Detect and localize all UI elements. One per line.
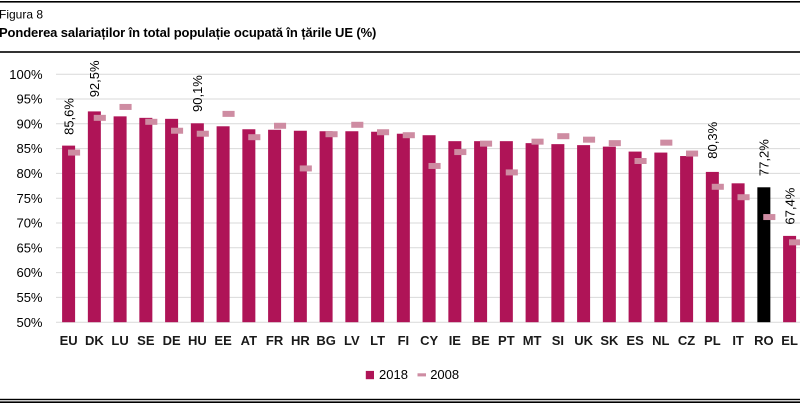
svg-text:2018: 2018 bbox=[379, 367, 408, 382]
svg-text:PL: PL bbox=[704, 333, 721, 348]
svg-text:LT: LT bbox=[370, 333, 385, 348]
svg-text:55%: 55% bbox=[16, 290, 42, 305]
svg-text:HR: HR bbox=[291, 333, 310, 348]
svg-text:LU: LU bbox=[111, 333, 128, 348]
svg-text:70%: 70% bbox=[16, 216, 42, 231]
svg-text:90,1%: 90,1% bbox=[190, 75, 205, 112]
svg-text:ES: ES bbox=[626, 333, 644, 348]
svg-text:NL: NL bbox=[652, 333, 669, 348]
svg-text:UK: UK bbox=[574, 333, 593, 348]
svg-text:100%: 100% bbox=[9, 67, 43, 82]
svg-text:75%: 75% bbox=[16, 191, 42, 206]
svg-text:77,2%: 77,2% bbox=[757, 139, 772, 176]
svg-text:FR: FR bbox=[266, 333, 284, 348]
svg-text:DK: DK bbox=[85, 333, 104, 348]
svg-text:80%: 80% bbox=[16, 166, 42, 181]
svg-text:MT: MT bbox=[523, 333, 542, 348]
svg-text:HU: HU bbox=[188, 333, 207, 348]
svg-text:95%: 95% bbox=[16, 92, 42, 107]
svg-text:RO: RO bbox=[754, 333, 774, 348]
svg-text:SE: SE bbox=[137, 333, 155, 348]
svg-text:EU: EU bbox=[60, 333, 78, 348]
svg-text:60%: 60% bbox=[16, 265, 42, 280]
svg-text:Figura 8: Figura 8 bbox=[0, 8, 43, 22]
svg-text:85,6%: 85,6% bbox=[61, 98, 76, 135]
svg-text:EL: EL bbox=[781, 333, 798, 348]
svg-text:85%: 85% bbox=[16, 141, 42, 156]
svg-text:PT: PT bbox=[498, 333, 515, 348]
svg-text:Ponderea salariaților în total: Ponderea salariaților în total populație… bbox=[0, 25, 376, 40]
svg-text:2008: 2008 bbox=[430, 367, 459, 382]
svg-text:SK: SK bbox=[600, 333, 619, 348]
svg-text:AT: AT bbox=[241, 333, 257, 348]
svg-text:CY: CY bbox=[420, 333, 438, 348]
svg-text:CZ: CZ bbox=[678, 333, 695, 348]
svg-text:50%: 50% bbox=[16, 315, 42, 330]
svg-text:IT: IT bbox=[732, 333, 744, 348]
svg-text:90%: 90% bbox=[16, 116, 42, 131]
svg-text:67,4%: 67,4% bbox=[782, 187, 797, 224]
svg-text:80,3%: 80,3% bbox=[705, 121, 720, 158]
svg-text:BG: BG bbox=[316, 333, 336, 348]
svg-text:65%: 65% bbox=[16, 240, 42, 255]
svg-text:IE: IE bbox=[449, 333, 462, 348]
svg-text:EE: EE bbox=[214, 333, 232, 348]
svg-text:SI: SI bbox=[552, 333, 564, 348]
svg-text:LV: LV bbox=[344, 333, 360, 348]
svg-text:92,5%: 92,5% bbox=[87, 60, 102, 97]
svg-text:DE: DE bbox=[163, 333, 181, 348]
svg-text:BE: BE bbox=[472, 333, 490, 348]
svg-text:FI: FI bbox=[398, 333, 410, 348]
